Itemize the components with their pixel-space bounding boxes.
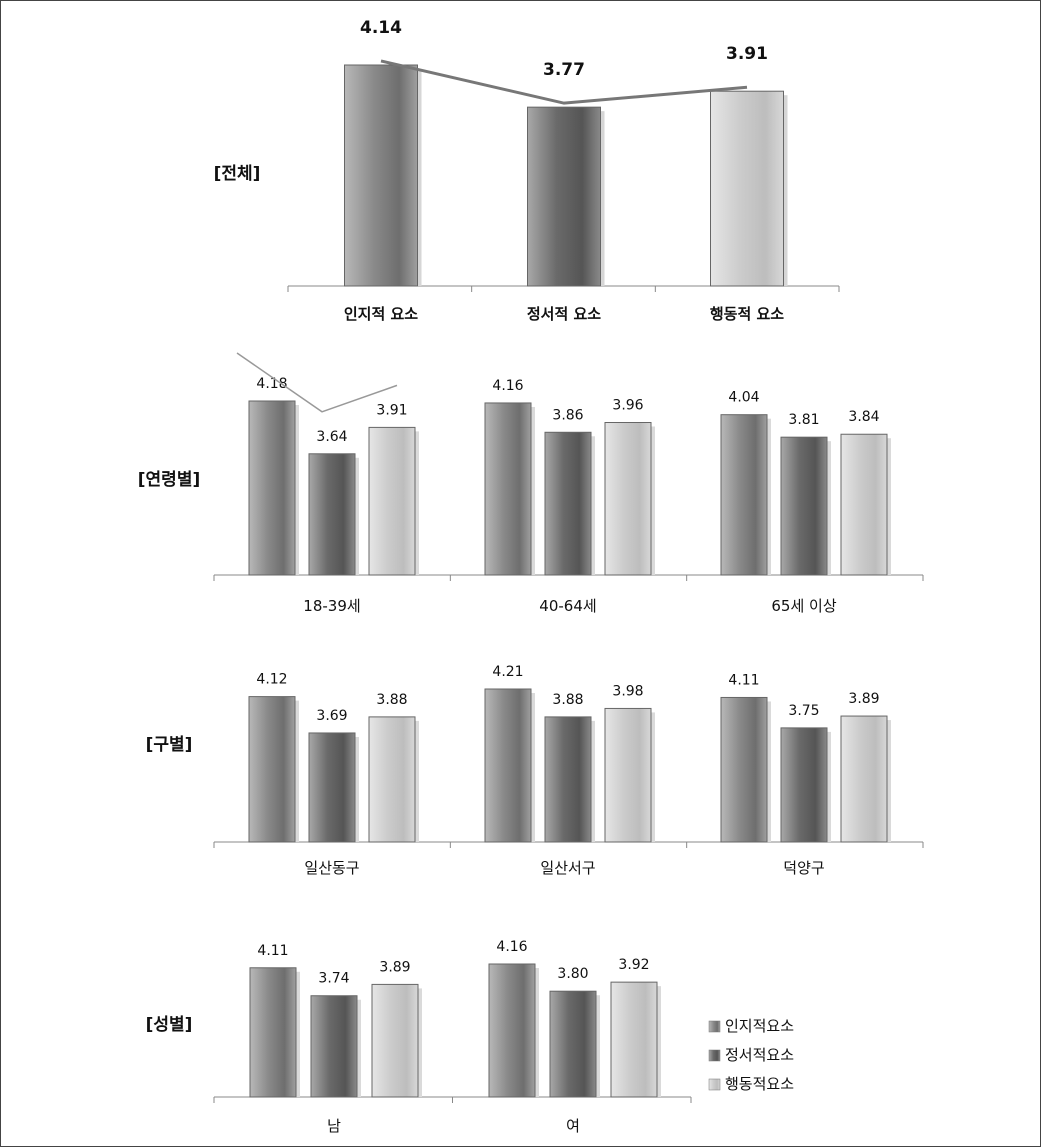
data-label: 4.14: [360, 18, 402, 38]
data-label: 3.69: [316, 708, 347, 724]
bar: [710, 90, 784, 287]
data-label: 3.92: [618, 957, 649, 973]
data-label: 3.77: [543, 60, 585, 80]
data-label: 4.16: [492, 378, 523, 394]
bar: [780, 727, 828, 843]
bar: [484, 402, 532, 576]
bar: [549, 990, 597, 1098]
data-label: 3.80: [557, 966, 588, 982]
data-label: 3.89: [379, 959, 410, 975]
data-label: 4.12: [256, 672, 287, 688]
data-label: 3.81: [788, 412, 819, 428]
bar: [249, 967, 297, 1098]
bar: [484, 688, 532, 843]
category-label: 남: [327, 1117, 341, 1135]
bar: [610, 981, 658, 1098]
data-label: 3.96: [612, 398, 643, 414]
legend-swatch: [708, 1078, 721, 1091]
bar: [310, 995, 358, 1098]
data-label: 3.89: [848, 691, 879, 707]
bar: [840, 715, 888, 843]
data-label: 3.74: [318, 971, 349, 987]
bar: [840, 433, 888, 576]
bar: [344, 64, 418, 287]
data-label: 4.11: [728, 672, 759, 688]
category-label: 40-64세: [539, 597, 596, 615]
bar: [720, 414, 768, 576]
legend-label: 정서적요소: [725, 1046, 794, 1064]
bar: [488, 963, 536, 1098]
bar: [527, 106, 601, 287]
data-label: 4.11: [257, 943, 288, 959]
bar: [368, 426, 416, 576]
category-label: 행동적 요소: [710, 305, 784, 323]
category-label: 덕양구: [783, 859, 824, 877]
bar: [604, 422, 652, 576]
bar: [604, 707, 652, 843]
legend-swatch: [708, 1020, 721, 1033]
trend-line: [380, 59, 748, 105]
bar: [308, 453, 356, 576]
bar: [371, 983, 419, 1098]
data-label: 4.18: [256, 376, 287, 392]
category-label: 정서적 요소: [527, 305, 601, 323]
data-label: 3.98: [612, 683, 643, 699]
panel-title: [구별]: [146, 735, 193, 755]
category-label: 18-39세: [303, 597, 360, 615]
bar: [544, 716, 592, 843]
data-label: 3.64: [316, 429, 347, 445]
panel-title: [연령별]: [138, 469, 200, 490]
legend-label: 행동적요소: [725, 1075, 794, 1093]
bar: [248, 696, 296, 843]
category-label: 인지적 요소: [344, 305, 418, 323]
data-label: 4.16: [496, 939, 527, 955]
panel-title: [성별]: [146, 1015, 193, 1035]
category-label: 일산동구: [304, 859, 359, 877]
data-label: 3.88: [552, 692, 583, 708]
data-label: 3.86: [552, 407, 583, 423]
data-label: 3.84: [848, 409, 879, 425]
legend-swatch: [708, 1049, 721, 1062]
legend-label: 인지적요소: [725, 1017, 794, 1035]
data-label: 3.91: [376, 402, 407, 418]
data-label: 3.75: [788, 703, 819, 719]
bar: [368, 716, 416, 843]
bar: [308, 732, 356, 843]
bar: [544, 431, 592, 576]
bar: [780, 436, 828, 576]
data-label: 4.04: [728, 390, 759, 406]
data-label: 4.21: [492, 664, 523, 680]
bar: [248, 400, 296, 576]
category-label: 여: [566, 1117, 580, 1135]
data-label: 3.88: [376, 692, 407, 708]
category-label: 일산서구: [540, 859, 595, 877]
category-label: 65세 이상: [771, 597, 836, 615]
data-label: 3.91: [726, 44, 768, 64]
trend-line: [236, 352, 398, 413]
bar: [720, 696, 768, 843]
panel-title: [전체]: [214, 164, 261, 184]
